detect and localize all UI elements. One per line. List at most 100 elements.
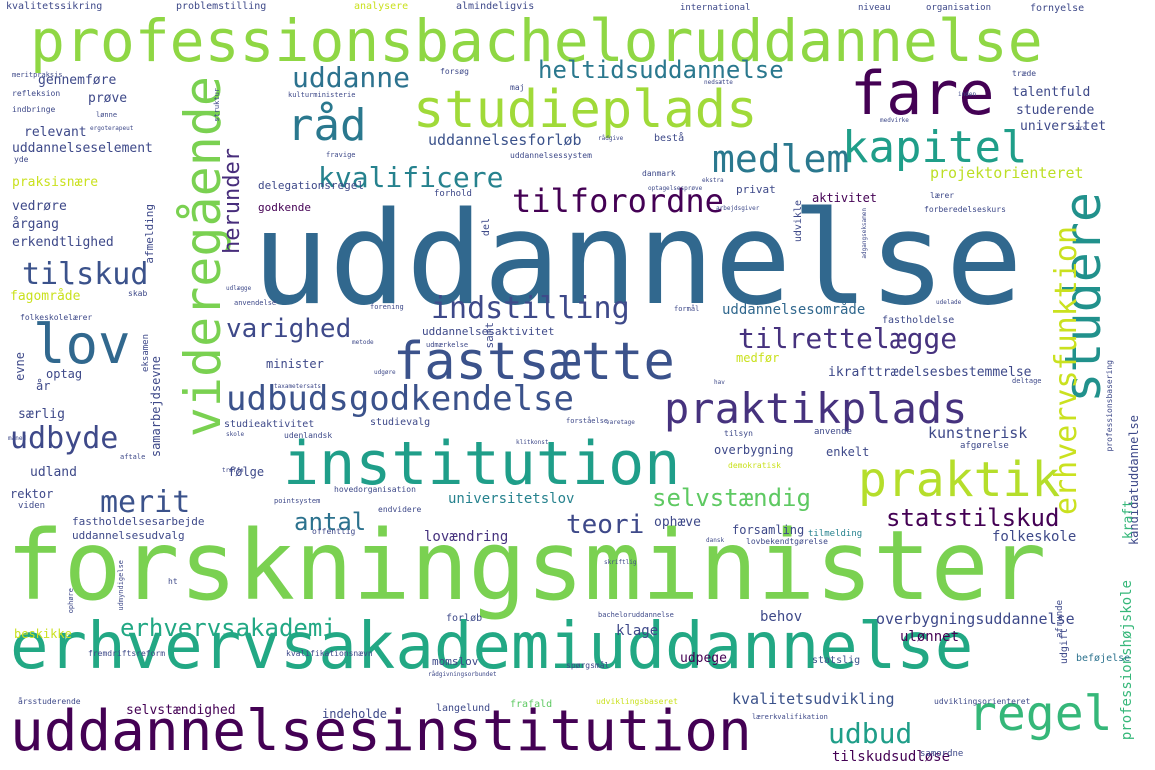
cloud-word: indeholde: [322, 707, 388, 721]
cloud-word: lovbekendtgørelse: [746, 537, 828, 546]
cloud-word: forløb: [446, 613, 483, 624]
cloud-word: selvstændighed: [126, 703, 236, 718]
cloud-word: lov: [33, 313, 131, 376]
cloud-word: ikrafttrædelsesbestemmelse: [828, 365, 1032, 380]
cloud-word: forening: [370, 303, 404, 311]
cloud-word: folkeskole: [992, 529, 1077, 545]
cloud-word: udbyde: [10, 421, 119, 456]
cloud-word: særlig: [18, 407, 65, 422]
cloud-word: aftale: [120, 453, 146, 461]
cloud-word: privat: [736, 183, 776, 196]
cloud-word: afgørelse: [960, 441, 1009, 451]
cloud-word: uddanne: [292, 61, 411, 94]
cloud-word: medlem: [712, 137, 850, 181]
cloud-word: samarbejdsevne: [149, 356, 163, 458]
cloud-word: kvalitetsudvikling: [732, 690, 895, 708]
cloud-word: forsamling: [732, 523, 805, 537]
cloud-word: kvalificere: [318, 161, 504, 194]
cloud-word: enkelt: [826, 445, 870, 459]
cloud-word: rådgivningsorbundet: [428, 671, 497, 678]
cloud-word: inden: [958, 91, 977, 98]
cloud-word: meritpraksis: [12, 71, 63, 79]
cloud-word: ht: [168, 577, 178, 586]
cloud-word: professionsbacheloruddannelse: [30, 7, 1043, 75]
cloud-word: træffe: [222, 467, 244, 474]
cloud-word: kulturministerie: [288, 91, 356, 99]
cloud-word: træde: [1012, 69, 1037, 78]
cloud-word: godkende: [258, 201, 311, 214]
cloud-word: fremdriftsreform: [88, 649, 166, 658]
cloud-word: struktur: [213, 88, 221, 122]
cloud-word: udmærkelse: [426, 341, 469, 349]
cloud-word: forberedelseskurs: [924, 205, 1006, 214]
cloud-word: eksamen: [141, 334, 151, 372]
cloud-word: institution: [283, 429, 681, 499]
cloud-word: optag: [46, 367, 83, 381]
cloud-word: praktik: [858, 452, 1061, 508]
cloud-word: lærer: [930, 191, 955, 200]
cloud-word: klitkonst: [516, 439, 549, 446]
cloud-word: råd: [287, 100, 367, 151]
cloud-word: ergoterapeut: [90, 125, 134, 132]
cloud-word: frafald: [510, 699, 553, 710]
cloud-word: samordne: [920, 749, 964, 759]
cloud-word: uddannelsesforløb: [428, 131, 582, 149]
cloud-word: studieaktivitet: [224, 419, 315, 430]
cloud-word: skriftlig: [604, 559, 637, 566]
cloud-word: udvikle: [793, 200, 804, 243]
cloud-word: merit: [100, 485, 191, 520]
cloud-word: almindeligvis: [456, 1, 535, 12]
cloud-word: ophæve: [654, 515, 701, 530]
cloud-word: arbejdsgiver: [716, 205, 760, 212]
cloud-word: forsøg: [440, 67, 469, 76]
cloud-word: organisation: [926, 3, 992, 13]
cloud-word: udelade: [936, 299, 962, 306]
cloud-word: universitetslov: [448, 491, 575, 507]
cloud-word: aktivitet: [812, 191, 878, 205]
cloud-word: anvende: [814, 427, 852, 437]
cloud-word: overbygning: [714, 443, 794, 457]
cloud-word: årsstuderende: [18, 697, 81, 706]
cloud-word: erhvervsakademiuddannelse: [10, 610, 974, 684]
cloud-word: indstilling: [431, 291, 630, 326]
cloud-word: uddannelsesområde: [722, 302, 866, 318]
cloud-word: fastholdelse: [882, 315, 955, 326]
cloud-word: viden: [18, 501, 46, 511]
cloud-word: dansk: [706, 537, 725, 544]
cloud-word: udmyndigelse: [117, 560, 125, 611]
cloud-word: pointsystem: [274, 497, 321, 505]
cloud-word: forhold: [434, 189, 472, 199]
cloud-word: talentfuld: [1012, 85, 1091, 100]
cloud-word: udpege: [680, 651, 727, 666]
cloud-word: bestå: [654, 133, 685, 144]
cloud-word: tilmelding: [808, 529, 863, 539]
cloud-word: beføjelse: [1076, 653, 1131, 664]
cloud-word: samt: [483, 322, 496, 349]
cloud-word: tilskudsudløse: [832, 749, 951, 765]
cloud-word: deltage: [1012, 377, 1042, 385]
cloud-word: udlægge: [226, 285, 252, 292]
cloud-word: bacheloruddannelse: [598, 611, 674, 619]
cloud-word: fare: [850, 59, 995, 129]
cloud-word: skab: [128, 289, 148, 298]
cloud-word: projektorienteret: [930, 164, 1084, 182]
cloud-word: offentlig: [312, 527, 356, 536]
cloud-word: fastsætte: [393, 332, 675, 392]
cloud-word: folkeskolelærer: [20, 313, 93, 322]
cloud-word: minister: [266, 357, 324, 371]
cloud-word: yde: [14, 155, 29, 164]
cloud-word: hovedorganisation: [334, 485, 416, 494]
cloud-word: varetage: [606, 419, 635, 426]
cloud-word: gennemføre: [38, 73, 117, 88]
cloud-word: tilskud: [22, 257, 149, 292]
cloud-word: anvendelse: [234, 299, 277, 307]
cloud-word: overbygningsuddannelse: [876, 610, 1075, 628]
cloud-word: refleksion: [12, 89, 61, 98]
cloud-word: herunder: [220, 148, 245, 254]
cloud-word: danmark: [642, 169, 676, 178]
cloud-word: selvstændig: [652, 484, 811, 512]
cloud-word: relevant: [24, 125, 87, 140]
cloud-word: langelund: [436, 703, 491, 714]
cloud-word: analysere: [354, 1, 409, 12]
cloud-word: erkendtlighed: [12, 235, 114, 250]
